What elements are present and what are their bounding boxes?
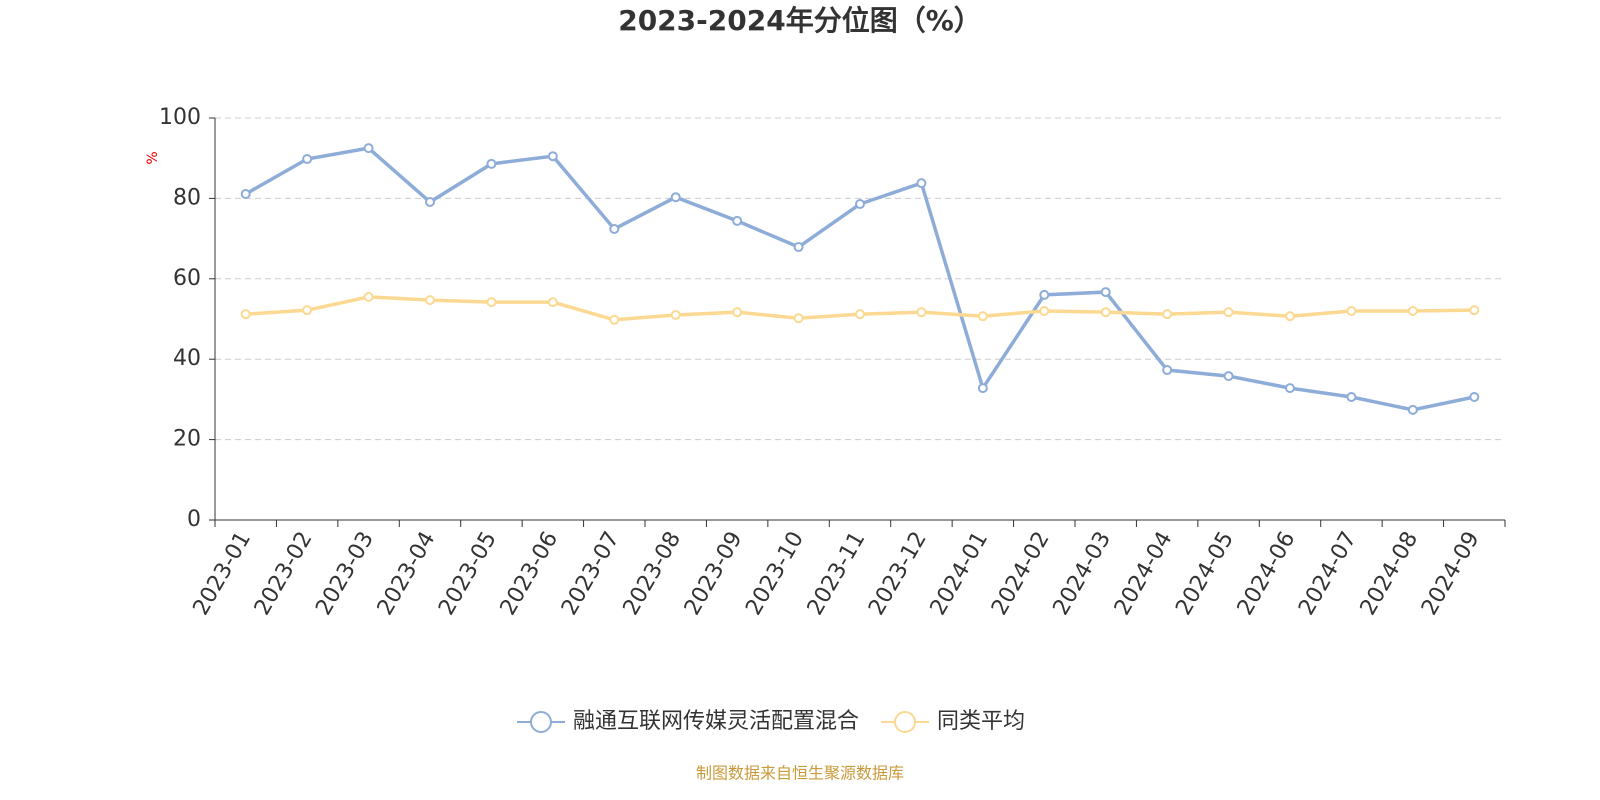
data-point xyxy=(1469,391,1480,402)
data-point xyxy=(670,309,681,320)
data-point xyxy=(1162,365,1173,376)
x-tick-label: 2023-06 xyxy=(496,528,564,620)
data-point xyxy=(486,158,497,169)
data-point xyxy=(1100,287,1111,298)
x-tick-label: 2024-02 xyxy=(987,528,1055,620)
legend-label: 同类平均 xyxy=(937,709,1025,734)
data-point xyxy=(1162,309,1173,320)
data-point xyxy=(302,154,313,165)
data-point xyxy=(916,178,927,189)
x-tick-label: 2023-08 xyxy=(618,528,686,620)
x-tick-label: 2024-04 xyxy=(1110,528,1178,620)
data-point xyxy=(1223,307,1234,318)
data-point xyxy=(1039,305,1050,316)
legend-label: 融通互联网传媒灵活配置混合 xyxy=(573,709,859,734)
data-point xyxy=(1407,404,1418,415)
data-point xyxy=(363,291,374,302)
data-point xyxy=(855,199,865,210)
data-point xyxy=(547,297,558,308)
x-tick-label: 2023-05 xyxy=(434,528,502,620)
data-point xyxy=(1223,371,1234,382)
data-point xyxy=(609,314,620,325)
y-tick-label: 40 xyxy=(173,346,201,371)
x-tick-label: 2024-01 xyxy=(926,528,994,620)
data-point xyxy=(1346,391,1357,402)
data-point xyxy=(425,295,435,306)
y-tick-label: 100 xyxy=(159,105,201,130)
legend-marker xyxy=(894,711,917,733)
data-point xyxy=(977,311,988,322)
data-point xyxy=(1407,305,1418,316)
chart-title: 2023-2024年分位图（%） xyxy=(618,4,982,37)
y-tick-label: 0 xyxy=(187,507,201,532)
source-note: 制图数据来自恒生聚源数据库 xyxy=(696,764,904,783)
data-point xyxy=(240,309,251,320)
x-tick-label: 2024-07 xyxy=(1294,528,1362,620)
data-point xyxy=(547,151,558,162)
data-point xyxy=(732,215,743,226)
data-point xyxy=(1469,305,1480,316)
y-tick-label: 80 xyxy=(173,185,201,210)
x-tick-label: 2024-05 xyxy=(1171,528,1239,620)
data-point xyxy=(609,223,620,234)
x-tick-label: 2023-02 xyxy=(250,528,318,620)
data-point xyxy=(1285,383,1295,394)
data-point xyxy=(1346,305,1357,316)
data-point xyxy=(240,188,251,199)
y-tick-label: 20 xyxy=(173,427,201,452)
x-tick-label: 2023-12 xyxy=(864,528,932,620)
y-tick-label: 60 xyxy=(173,266,201,291)
data-point xyxy=(363,143,374,154)
data-point xyxy=(916,307,927,318)
data-point xyxy=(793,313,804,324)
data-point xyxy=(486,297,497,308)
x-tick-label: 2024-09 xyxy=(1417,528,1485,620)
x-tick-label: 2023-11 xyxy=(803,528,871,620)
y-axis-label: % xyxy=(145,151,161,164)
data-point xyxy=(1100,307,1111,318)
data-point xyxy=(793,242,804,253)
data-point xyxy=(732,307,743,318)
x-tick-label: 2023-07 xyxy=(557,528,625,620)
data-point xyxy=(670,192,681,203)
x-tick-label: 2023-01 xyxy=(188,528,256,620)
data-point xyxy=(977,383,988,394)
data-point xyxy=(1285,311,1295,322)
x-tick-label: 2024-08 xyxy=(1356,528,1424,620)
x-tick-label: 2023-09 xyxy=(680,528,748,620)
data-point xyxy=(1039,289,1050,300)
data-point xyxy=(302,305,313,316)
x-tick-label: 2024-06 xyxy=(1233,528,1301,620)
legend-marker xyxy=(530,711,552,733)
data-point xyxy=(425,197,435,208)
x-tick-label: 2023-03 xyxy=(311,528,379,620)
data-point xyxy=(855,309,865,320)
x-tick-label: 2023-10 xyxy=(741,528,809,620)
x-tick-label: 2023-04 xyxy=(373,528,441,620)
x-tick-label: 2024-03 xyxy=(1048,528,1116,620)
